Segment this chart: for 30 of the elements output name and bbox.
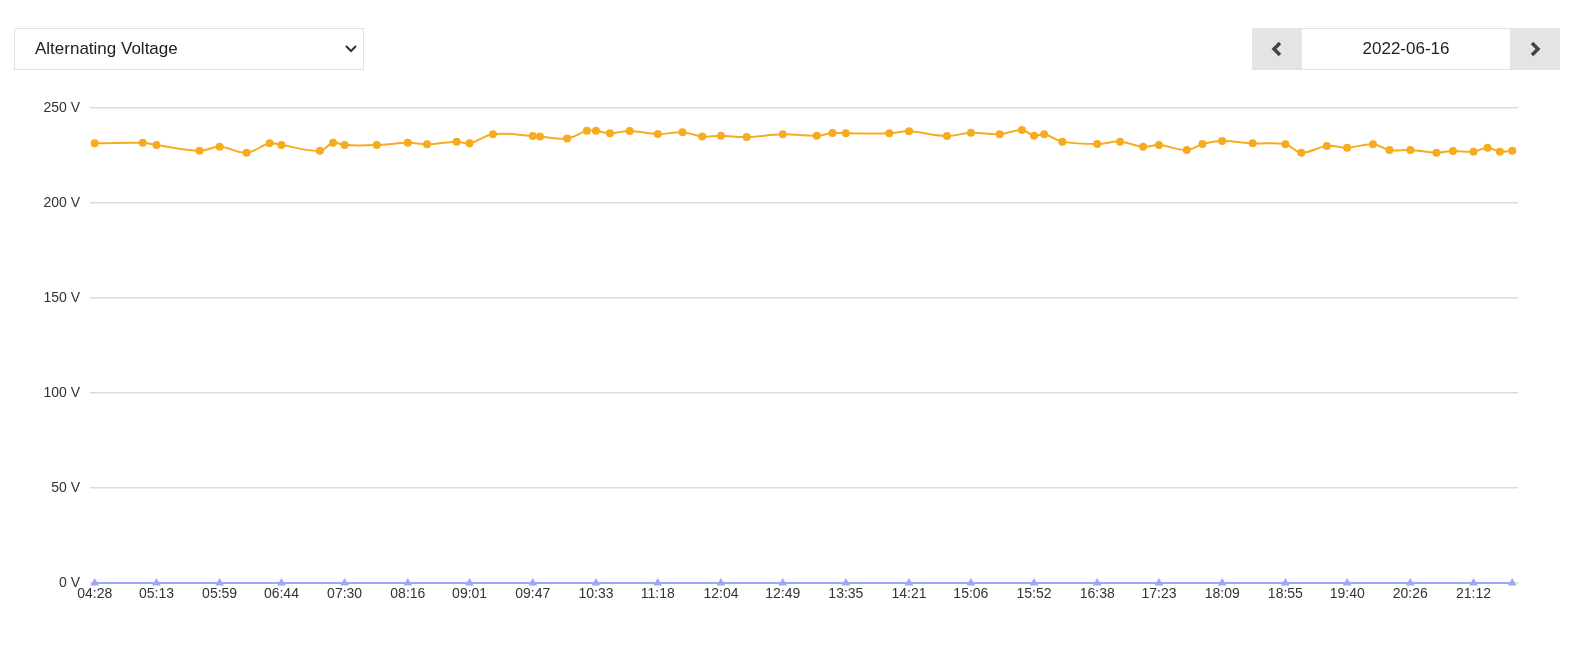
y-tick-label: 200 V bbox=[43, 193, 81, 210]
x-tick-label: 16:38 bbox=[1079, 585, 1115, 602]
x-tick-label: 07:30 bbox=[327, 585, 363, 602]
y-tick-label: 150 V bbox=[43, 288, 81, 305]
x-tick-label: 14:21 bbox=[891, 585, 927, 602]
x-tick-label: 12:49 bbox=[765, 585, 801, 602]
x-tick-label: 15:06 bbox=[953, 585, 989, 602]
x-tick-label: 09:01 bbox=[452, 585, 488, 602]
y-tick-label: 100 V bbox=[43, 383, 81, 400]
x-tick-label: 13:35 bbox=[828, 585, 864, 602]
x-tick-label: 06:44 bbox=[263, 585, 300, 602]
x-tick-label: 11:18 bbox=[640, 585, 675, 602]
x-tick-label: 12:04 bbox=[703, 585, 739, 602]
x-tick-label: 19:40 bbox=[1329, 585, 1365, 602]
x-tick-label: 21:12 bbox=[1455, 585, 1492, 602]
x-tick-label: 10:33 bbox=[578, 585, 614, 602]
x-tick-label: 17:23 bbox=[1141, 585, 1177, 602]
x-tick-label: 05:59 bbox=[202, 585, 238, 602]
y-tick-label: 50 V bbox=[51, 478, 81, 495]
x-tick-label: 09:47 bbox=[515, 585, 551, 602]
x-tick-label: 18:09 bbox=[1204, 585, 1240, 602]
x-tick-label: 18:55 bbox=[1267, 585, 1304, 602]
x-tick-label: 15:52 bbox=[1016, 585, 1052, 602]
chart-title: Alternating Voltage bbox=[35, 39, 178, 59]
x-tick-label: 04:28 bbox=[77, 585, 113, 602]
x-tick-label: 05:13 bbox=[138, 585, 175, 602]
y-tick-label: 250 V bbox=[43, 98, 81, 115]
x-tick-label: 08:16 bbox=[390, 585, 426, 602]
x-tick-label: 20:26 bbox=[1392, 585, 1429, 602]
chart-subtitle: 2022-06-16 bbox=[1362, 39, 1450, 59]
